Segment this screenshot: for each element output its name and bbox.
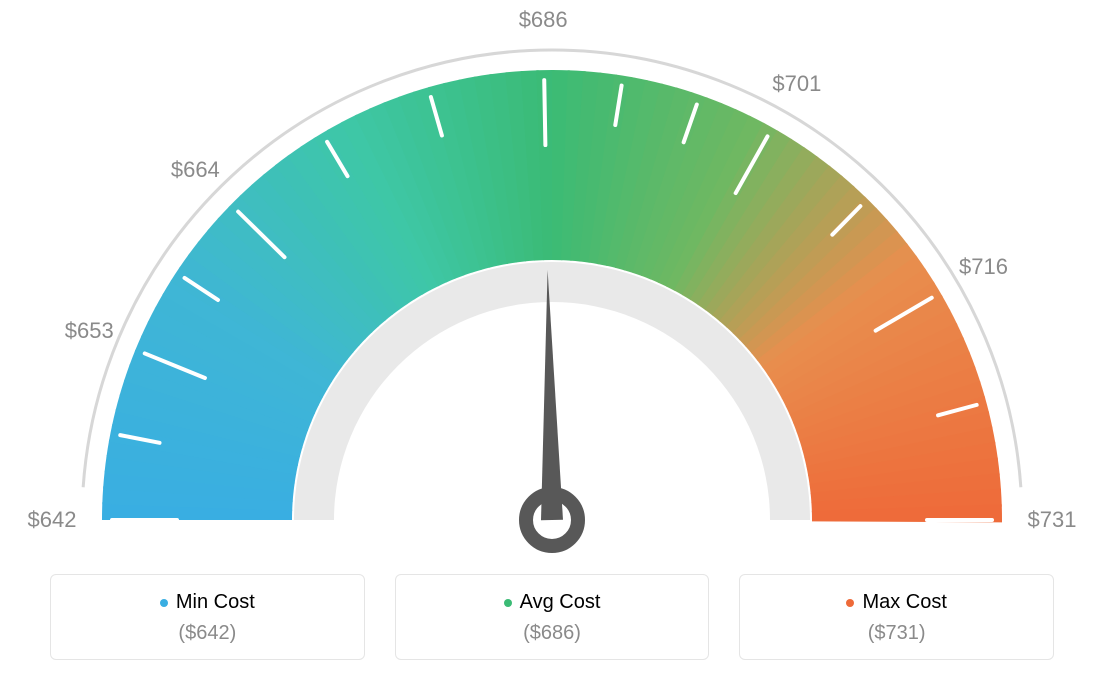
- legend-dot-max: [846, 599, 854, 607]
- legend-card-min: Min Cost ($642): [50, 574, 365, 660]
- legend-label-min: Min Cost: [176, 591, 255, 614]
- legend-label-max: Max Cost: [862, 591, 946, 614]
- gauge-tick-label: $664: [171, 157, 220, 183]
- legend-dot-avg: [504, 599, 512, 607]
- gauge-svg: [0, 0, 1104, 560]
- gauge-tick-label: $653: [65, 318, 114, 344]
- gauge-tick-label: $731: [1028, 507, 1077, 533]
- legend-title-avg: Avg Cost: [504, 591, 601, 614]
- legend-title-max: Max Cost: [846, 591, 946, 614]
- gauge-tick-label: $701: [772, 71, 821, 97]
- legend-dot-min: [160, 599, 168, 607]
- legend-value-max: ($731): [750, 622, 1043, 645]
- cost-gauge-container: $642 $653 $664 $686 $701 $716 $731 Min Cost ($…: [0, 0, 1104, 690]
- legend-value-min: ($642): [61, 622, 354, 645]
- gauge-tick-label: $642: [28, 507, 77, 533]
- legend-card-avg: Avg Cost ($686): [395, 574, 710, 660]
- legend-title-min: Min Cost: [160, 591, 255, 614]
- gauge-tick-label: $686: [519, 7, 568, 33]
- legend-label-avg: Avg Cost: [520, 591, 601, 614]
- legend-card-max: Max Cost ($731): [739, 574, 1054, 660]
- gauge-chart: $642 $653 $664 $686 $701 $716 $731: [0, 0, 1104, 560]
- legend-row: Min Cost ($642) Avg Cost ($686) Max Cost…: [50, 574, 1054, 660]
- gauge-tick-label: $716: [959, 254, 1008, 280]
- legend-value-avg: ($686): [406, 622, 699, 645]
